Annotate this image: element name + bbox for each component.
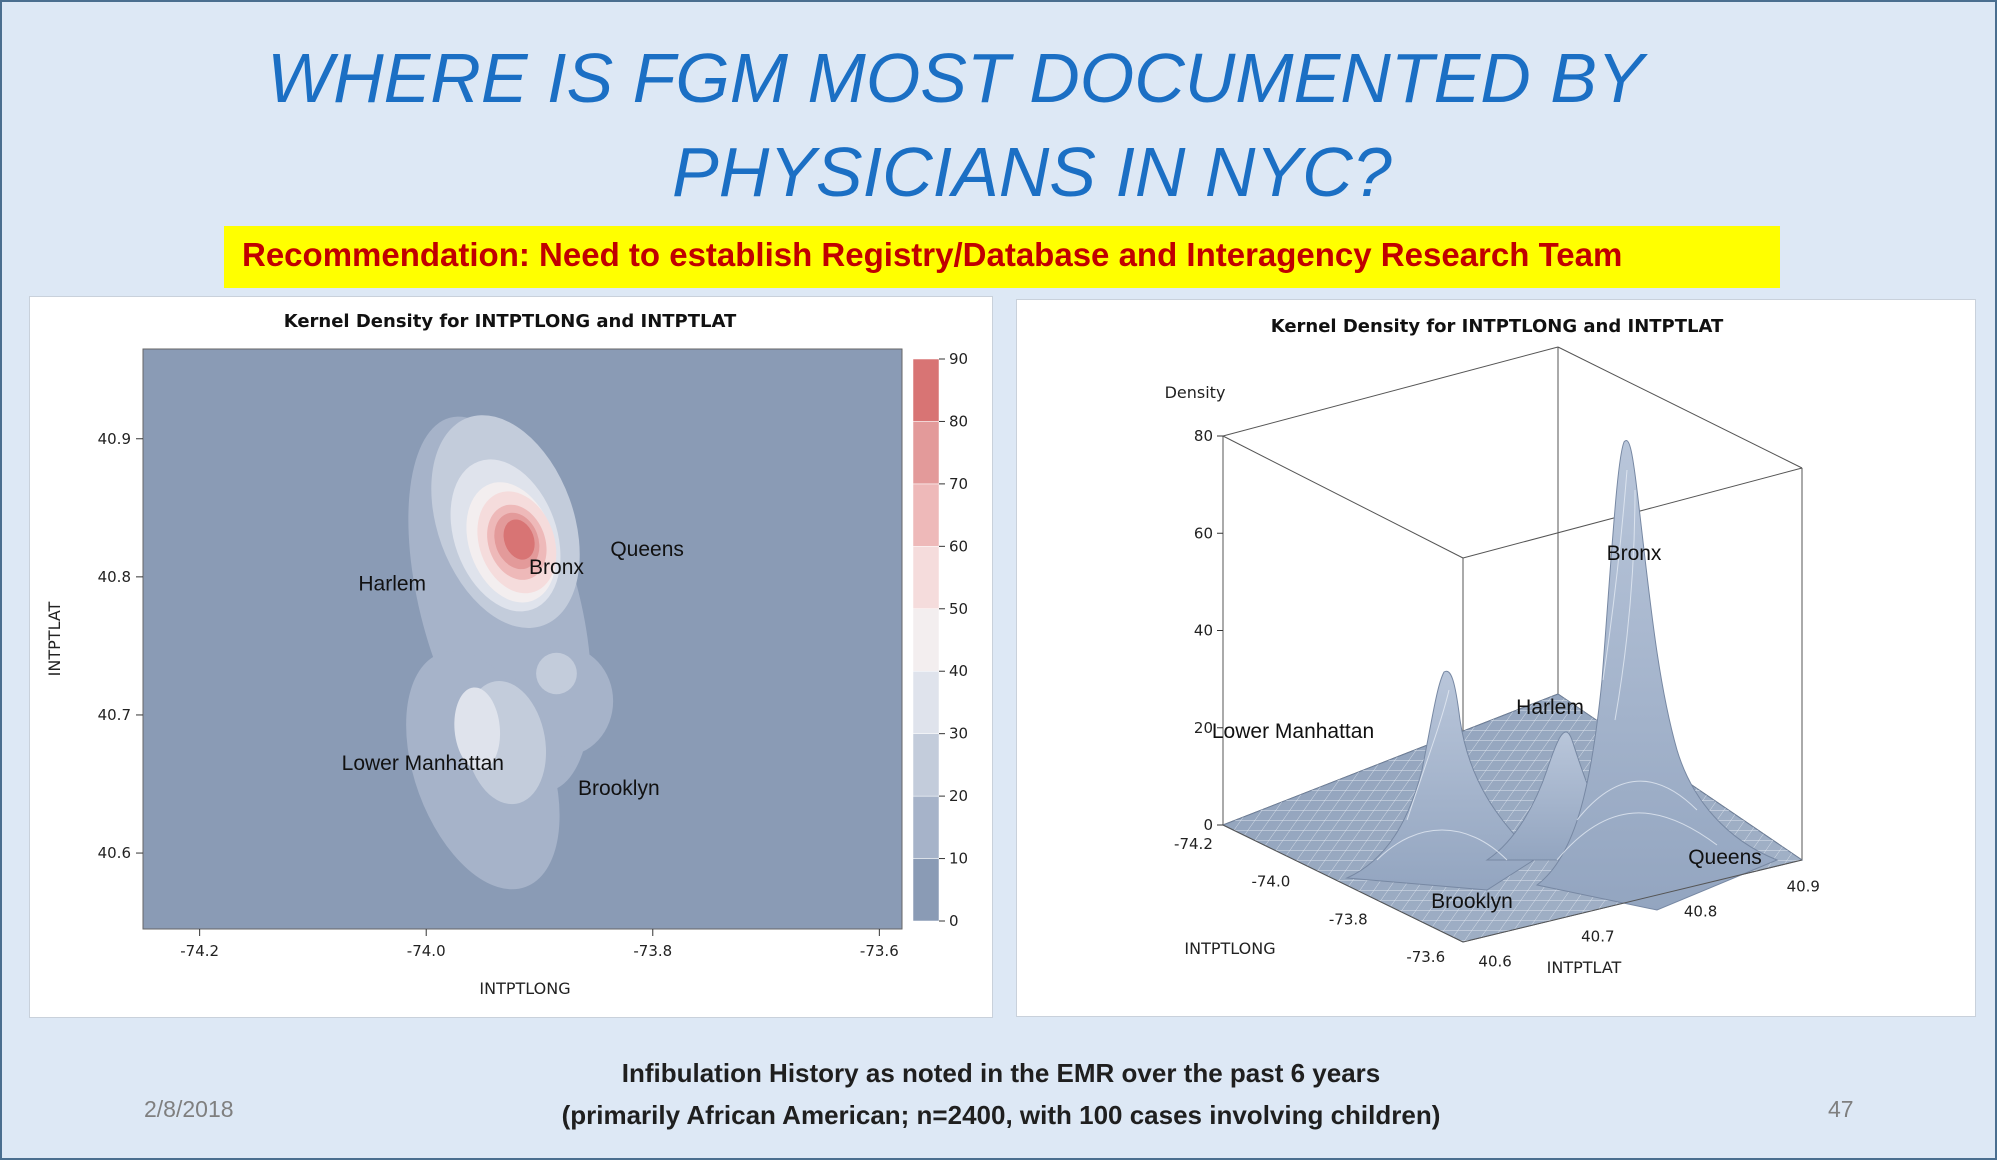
- colorbar-label: 60: [949, 537, 968, 555]
- slide-date: 2/8/2018: [144, 1096, 234, 1122]
- x-tick-label: -74.0: [407, 942, 446, 960]
- surface-box-front: [1222, 824, 1803, 943]
- surface-chart-panel: Kernel Density for INTPTLONG and INTPTLA…: [1016, 299, 1976, 1017]
- z-tick-label: 0: [1203, 816, 1213, 834]
- colorbar-swatch: [912, 608, 940, 672]
- contour-chart-panel: Kernel Density for INTPTLONG and INTPTLA…: [29, 296, 993, 1018]
- slide-number: 47: [1828, 1096, 1854, 1122]
- annotation-harlem: Harlem: [358, 573, 426, 596]
- surface-z-axis: 0 20 40 60 80: [1194, 427, 1223, 834]
- colorbar-swatch: [912, 483, 940, 547]
- density-contour: [503, 519, 535, 560]
- surface-x-tick-label: -73.6: [1406, 948, 1445, 966]
- colorbar-label: 90: [949, 350, 968, 368]
- x-tick-label: -73.8: [633, 942, 672, 960]
- surface-x-tick-label: -74.0: [1251, 873, 1290, 891]
- x-tick-label: -73.6: [860, 942, 899, 960]
- colorbar-label: 70: [949, 475, 968, 493]
- mesh-line: [1614, 489, 1636, 721]
- colorbar-swatch: [912, 421, 940, 485]
- surface-mesh-lines: [1376, 469, 1718, 861]
- colorbar-swatch: [912, 795, 940, 859]
- recommendation-text: Recommendation: Need to establish Regist…: [242, 236, 1623, 273]
- annotation-queens: Queens: [610, 538, 684, 561]
- slide-title-line2: PHYSICIANS IN NYC?: [672, 133, 1392, 211]
- contour-x-axis: -74.2 -74.0 -73.8 -73.6: [180, 929, 899, 960]
- surface-annotation-queens: Queens: [1688, 846, 1762, 869]
- mesh-line: [1376, 829, 1508, 861]
- surface-y-axis-label: INTPTLAT: [1547, 958, 1622, 977]
- colorbar-label: 30: [949, 725, 968, 743]
- z-tick-label: 80: [1194, 427, 1213, 445]
- mesh-line: [1576, 780, 1698, 821]
- surface-y-tick-label: 40.8: [1684, 903, 1717, 921]
- contour-annotations: Harlem Bronx Queens Lower Manhattan Brooklyn: [342, 538, 684, 800]
- surface-x-tick-label: -74.2: [1174, 835, 1213, 853]
- colorbar-label: 0: [949, 912, 959, 930]
- colorbar-swatch: [912, 546, 940, 610]
- surface-annotation-lower-manhattan: Lower Manhattan: [1212, 720, 1374, 743]
- surface-annotation-harlem: Harlem: [1516, 696, 1584, 719]
- colorbar-label: 20: [949, 787, 968, 805]
- surface-annotations: Bronx Harlem Lower Manhattan Queens Brooklyn: [1212, 542, 1762, 913]
- peak-lower-manhattan: [1345, 670, 1538, 891]
- contour-x-axis-label: INTPTLONG: [479, 979, 570, 998]
- colorbar: 0 10 20 30 40 50 60 70 80 90: [912, 350, 968, 930]
- annotation-lower-manhattan: Lower Manhattan: [342, 752, 504, 775]
- surface-x-axis-label: INTPTLONG: [1184, 939, 1275, 958]
- surface-x-tick-label: -73.8: [1329, 910, 1368, 928]
- surface-x-axis: -74.2 -74.0 -73.8 -73.6: [1174, 835, 1445, 966]
- box-edge: [1222, 346, 1559, 437]
- box-edge: [1557, 346, 1803, 469]
- y-tick-label: 40.7: [98, 706, 131, 724]
- contour-chart: Kernel Density for INTPTLONG and INTPTLA…: [45, 311, 968, 998]
- slide-title-line1: WHERE IS FGM MOST DOCUMENTED BY: [267, 39, 1644, 117]
- mesh-line: [1556, 812, 1718, 861]
- caption-line1: Infibulation History as noted in the EMR…: [621, 1058, 1381, 1088]
- surface-z-axis-label: Density: [1165, 383, 1226, 402]
- density-contour: [536, 652, 577, 695]
- colorbar-swatch: [912, 733, 940, 797]
- surface-chart: Kernel Density for INTPTLONG and INTPTLA…: [1165, 316, 1820, 977]
- contour-layer: [406, 415, 614, 890]
- peak-bronx: [1535, 440, 1779, 911]
- colorbar-label: 50: [949, 600, 968, 618]
- annotation-bronx: Bronx: [529, 556, 584, 579]
- colorbar-swatch: [912, 858, 940, 922]
- surface-annotation-brooklyn: Brooklyn: [1431, 890, 1513, 913]
- box-edge: [1222, 824, 1464, 943]
- surface-chart-title: Kernel Density for INTPTLONG and INTPTLA…: [1271, 316, 1724, 337]
- box-edge: [1222, 435, 1464, 559]
- y-tick-label: 40.8: [98, 568, 131, 586]
- colorbar-label: 10: [949, 850, 968, 868]
- z-tick-label: 40: [1194, 622, 1213, 640]
- z-tick-label: 20: [1194, 719, 1213, 737]
- annotation-brooklyn: Brooklyn: [578, 777, 660, 800]
- colorbar-swatch: [912, 670, 940, 734]
- colorbar-swatch: [912, 358, 940, 422]
- mesh-line: [1406, 689, 1450, 821]
- colorbar-label: 80: [949, 412, 968, 430]
- x-tick-label: -74.2: [180, 942, 219, 960]
- contour-chart-title: Kernel Density for INTPTLONG and INTPTLA…: [284, 311, 737, 332]
- contour-y-axis-label: INTPTLAT: [45, 601, 64, 676]
- recommendation-highlight: [224, 226, 1780, 288]
- density-contour: [454, 687, 501, 771]
- surface-y-tick-label: 40.9: [1787, 878, 1820, 896]
- surface-y-axis: 40.6 40.7 40.8 40.9: [1478, 878, 1820, 971]
- colorbar-label: 40: [949, 662, 968, 680]
- y-tick-label: 40.9: [98, 430, 131, 448]
- surface-annotation-bronx: Bronx: [1607, 542, 1662, 565]
- y-tick-label: 40.6: [98, 844, 131, 862]
- contour-y-axis: 40.6 40.7 40.8 40.9: [98, 430, 143, 862]
- surface-y-tick-label: 40.6: [1478, 952, 1511, 970]
- mesh-line: [1602, 469, 1628, 681]
- caption-line2: (primarily African American; n=2400, wit…: [561, 1100, 1441, 1130]
- surface-y-tick-label: 40.7: [1581, 927, 1614, 945]
- z-tick-label: 60: [1194, 524, 1213, 542]
- box-edge: [1462, 859, 1803, 943]
